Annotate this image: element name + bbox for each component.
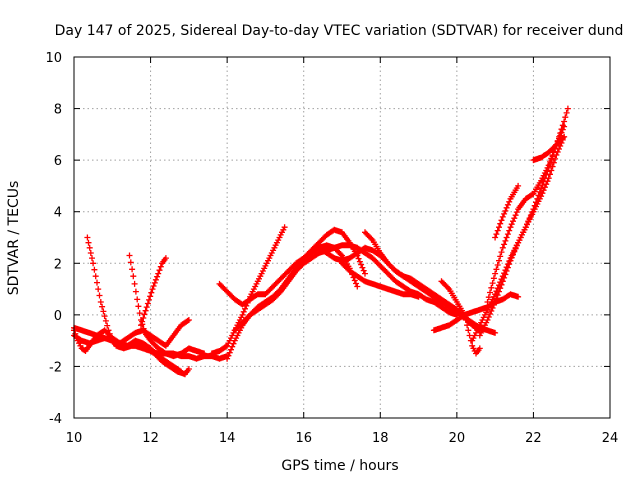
data-point-markers — [138, 255, 169, 329]
x-tick-label: 22 — [525, 431, 542, 446]
y-axis-label: SDTVAR / TECUs — [6, 181, 22, 296]
series-t7 — [208, 224, 288, 357]
data-point-markers — [438, 278, 483, 357]
y-tick-label: 10 — [45, 51, 62, 66]
data-point-markers — [339, 260, 422, 300]
x-tick-label: 16 — [295, 431, 312, 446]
y-tick-label: 6 — [54, 154, 62, 169]
grid — [74, 57, 610, 418]
series-t18 — [484, 123, 568, 305]
data-point-markers — [469, 133, 568, 344]
y-tick-label: 8 — [54, 103, 62, 118]
y-tick-label: -2 — [49, 360, 62, 375]
series-t10 — [231, 242, 460, 334]
x-tick-label: 18 — [372, 431, 389, 446]
y-tick-label: 4 — [54, 206, 62, 221]
series-t19 — [492, 182, 522, 241]
data-point-markers — [84, 234, 192, 378]
x-tick-label: 10 — [66, 431, 83, 446]
data-point-markers — [484, 123, 568, 305]
data-point-markers — [530, 133, 568, 164]
x-axis-label: GPS time / hours — [281, 458, 398, 474]
x-tick-label: 20 — [449, 431, 466, 446]
data-point-markers — [208, 224, 288, 357]
plot-frame — [73, 56, 611, 419]
series-t20 — [530, 133, 568, 164]
series-t12 — [339, 260, 422, 300]
series-t5 — [138, 255, 169, 329]
x-tick-label: 24 — [602, 431, 619, 446]
series-t15 — [438, 278, 483, 357]
x-tick-label: 12 — [142, 431, 159, 446]
data-point-markers — [492, 182, 522, 241]
data-point-markers — [231, 242, 460, 334]
y-tick-label: 2 — [54, 257, 62, 272]
series-t3 — [84, 234, 192, 378]
series-t16 — [469, 133, 568, 344]
data-markers — [71, 105, 571, 378]
y-tick-label: -4 — [49, 412, 62, 427]
y-tick-label: 0 — [54, 309, 62, 324]
chart-title: Day 147 of 2025, Sidereal Day-to-day VTE… — [55, 23, 624, 39]
x-tick-label: 14 — [219, 431, 236, 446]
